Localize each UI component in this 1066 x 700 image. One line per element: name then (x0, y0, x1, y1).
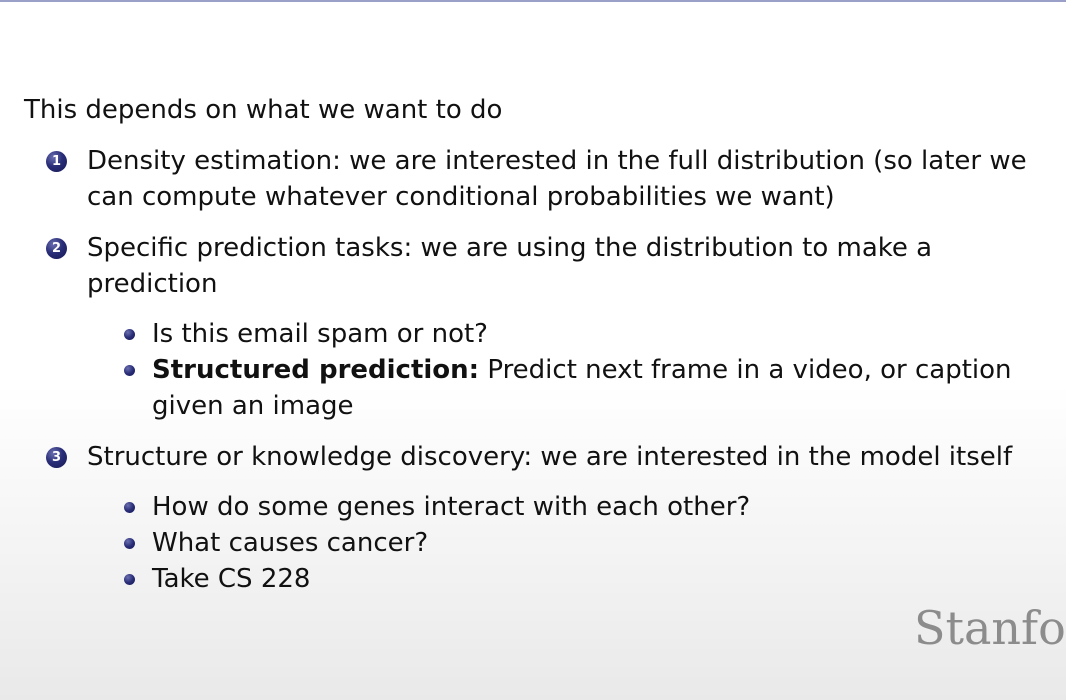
sub-item-text: Predict next frame in a video, or captio… (152, 355, 1012, 421)
stanford-logo: Stanfor (914, 601, 1066, 655)
number-badge-icon: 2 (46, 238, 67, 259)
sub-item-text: What causes cancer? (152, 528, 429, 558)
number-badge-icon: 1 (46, 151, 67, 172)
sub-item-text: How do some genes interact with each oth… (152, 492, 751, 522)
sub-item: What causes cancer? (87, 525, 1054, 561)
enum-item-text: Structure or knowledge discovery: we are… (87, 442, 1013, 472)
enum-item-3: 3 Structure or knowledge discovery: we a… (24, 439, 1054, 597)
bullet-icon (124, 574, 135, 585)
sub-list: Is this email spam or not? Structured pr… (87, 316, 1054, 424)
sub-item-bold-lead: Structured prediction: (152, 355, 480, 385)
bullet-icon (124, 502, 135, 513)
slide-body: This depends on what we want to do 1 Den… (24, 92, 1054, 612)
enum-item-text: Specific prediction tasks: we are using … (87, 233, 933, 299)
intro-text: This depends on what we want to do (24, 95, 503, 125)
sub-item-text: Take CS 228 (152, 564, 311, 594)
bullet-icon (124, 365, 135, 376)
number-badge-icon: 3 (46, 447, 67, 468)
enum-item-1: 1 Density estimation: we are interested … (24, 143, 1054, 215)
sub-item: Take CS 228 (87, 561, 1054, 597)
bullet-icon (124, 538, 135, 549)
enum-item-text: Density estimation: we are interested in… (87, 146, 1027, 212)
sub-list: How do some genes interact with each oth… (87, 489, 1054, 597)
enum-item-2: 2 Specific prediction tasks: we are usin… (24, 230, 1054, 424)
sub-item: How do some genes interact with each oth… (87, 489, 1054, 525)
sub-item: Is this email spam or not? (87, 316, 1054, 352)
top-rule (0, 0, 1066, 2)
sub-item-text: Is this email spam or not? (152, 319, 488, 349)
sub-item: Structured prediction: Predict next fram… (87, 352, 1054, 424)
bullet-icon (124, 329, 135, 340)
